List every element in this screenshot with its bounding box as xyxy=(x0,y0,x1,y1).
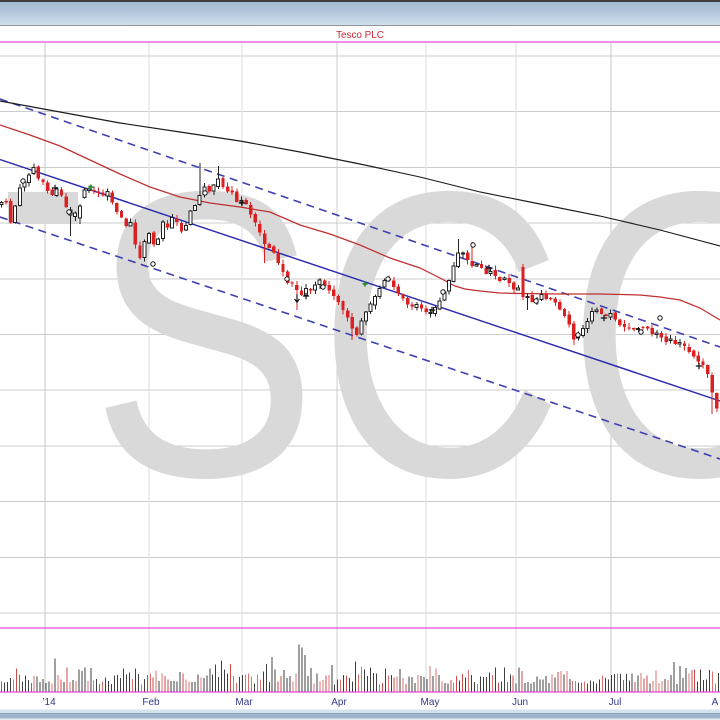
svg-text:O: O xyxy=(567,107,720,562)
svg-text:Tesco PLC: Tesco PLC xyxy=(336,30,384,41)
svg-text:Jul: Jul xyxy=(609,697,622,708)
svg-text:Apr: Apr xyxy=(331,697,347,708)
svg-text:A: A xyxy=(712,697,719,708)
svg-text:S: S xyxy=(90,107,318,562)
svg-text:Mar: Mar xyxy=(235,697,253,708)
svg-text:’14: ’14 xyxy=(42,697,56,708)
svg-text:Jun: Jun xyxy=(512,697,528,708)
svg-text:May: May xyxy=(421,697,440,708)
svg-text:Feb: Feb xyxy=(142,697,160,708)
svg-text:C: C xyxy=(317,107,564,562)
